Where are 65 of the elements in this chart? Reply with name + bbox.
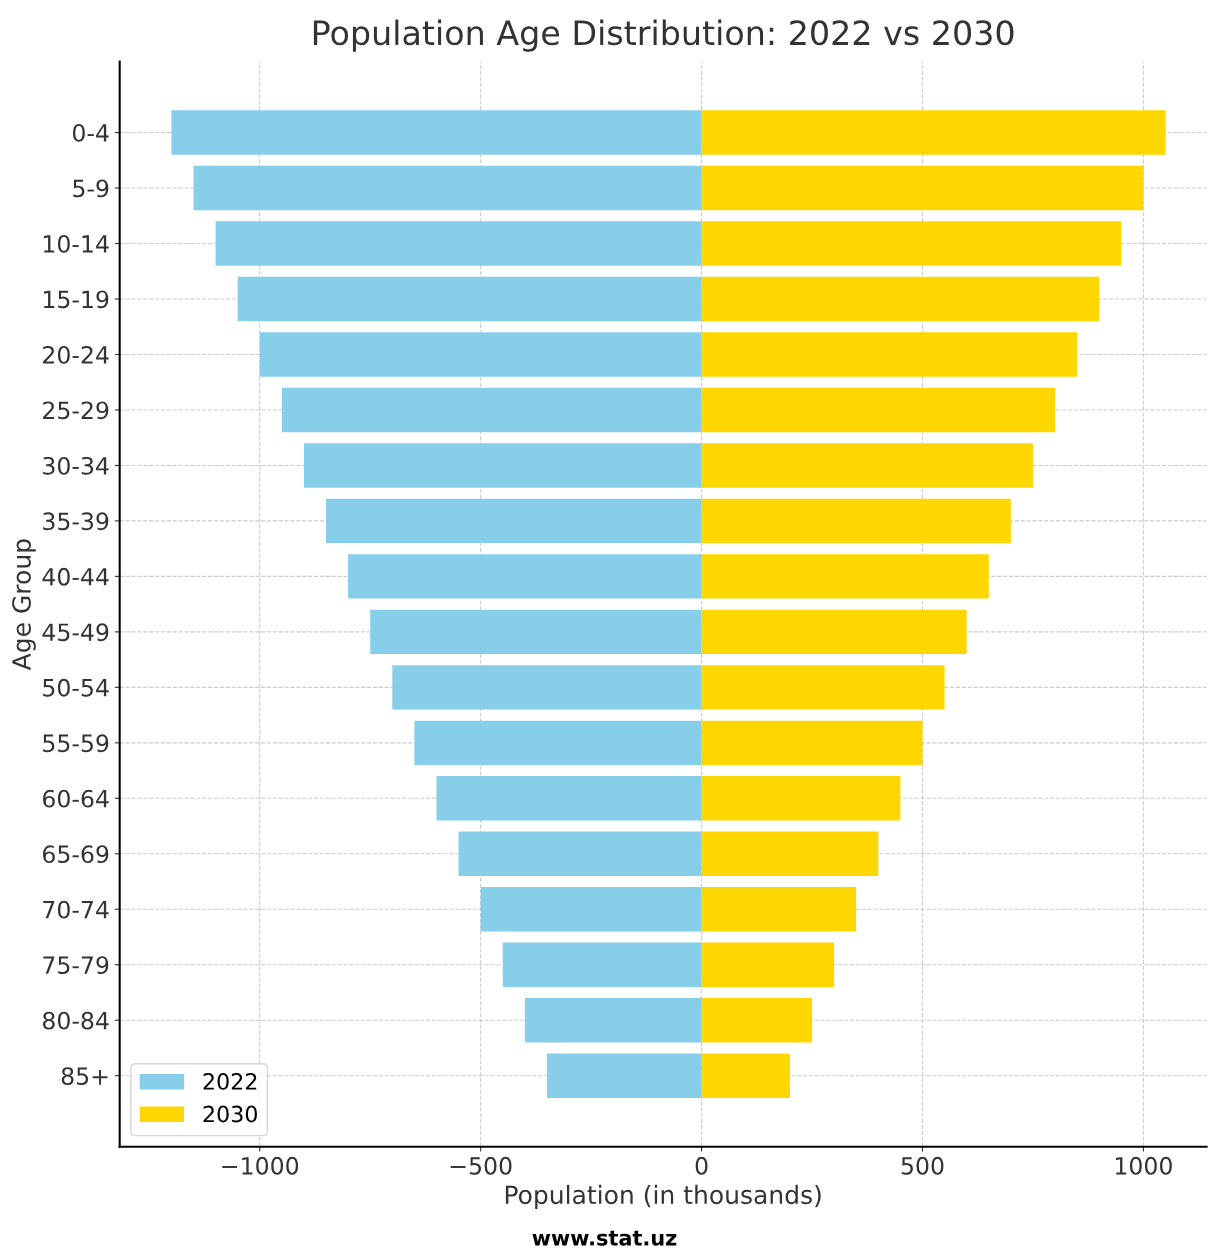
y-tick-label: 15-19: [43, 290, 109, 309]
y-tick-label: 40-44: [42, 567, 109, 586]
bar: [701, 276, 1100, 322]
y-tick-label: 0-4: [72, 124, 109, 142]
y-tick-label: 25-29: [43, 401, 109, 420]
bar: [701, 387, 1056, 433]
y-tick-label: 75-79: [43, 956, 109, 975]
bar: [259, 332, 702, 377]
bar: [458, 831, 702, 876]
y-tick-label: 65-69: [43, 845, 109, 864]
legend-label: 2030: [203, 1105, 257, 1123]
bar: [701, 776, 901, 821]
bar: [480, 887, 702, 932]
bar: [370, 609, 702, 655]
bar: [414, 720, 702, 766]
bar: [701, 942, 835, 987]
bar: [546, 1053, 702, 1098]
y-tick-label: 70-74: [43, 900, 109, 919]
bar: [281, 387, 702, 433]
chart-title: Population Age Distribution: 2022 vs 2030: [313, 19, 1014, 52]
x-tick-label: 1000: [1115, 1156, 1172, 1175]
y-tick-label: 60-64: [43, 789, 109, 808]
y-tick-label: 5-9: [73, 179, 109, 198]
y-tick-label: 35-39: [43, 512, 109, 531]
bar: [326, 498, 702, 544]
bar: [701, 165, 1144, 211]
y-tick-label: 10-14: [43, 234, 109, 253]
bar: [701, 831, 879, 876]
bar: [701, 498, 1011, 544]
x-tick-label: 0: [695, 1156, 708, 1175]
y-tick-label: 85+: [61, 1067, 108, 1086]
x-tick-label: −1000: [222, 1156, 299, 1175]
y-tick-label: 50-54: [43, 678, 109, 697]
y-tick-label: 45-49: [42, 623, 109, 642]
bar: [392, 665, 702, 710]
y-tick-label: 55-59: [43, 734, 109, 753]
legend-label: 2022: [203, 1073, 257, 1090]
x-axis-title: Population (in thousands): [505, 1184, 821, 1210]
bar: [701, 720, 923, 766]
text: www.stat.uz: [532, 1230, 677, 1246]
y-tick-label: 20-24: [43, 345, 109, 364]
y-tick-label: 30-34: [43, 456, 109, 475]
bar: [436, 776, 702, 821]
bar: [701, 443, 1033, 488]
bar: [701, 110, 1166, 155]
y-axis-title: Age Group: [12, 539, 36, 671]
bar: [701, 221, 1122, 266]
bar: [524, 998, 702, 1043]
bar: [171, 110, 702, 155]
bar: [303, 443, 702, 488]
x-tick-label: 500: [901, 1156, 944, 1175]
bar: [348, 554, 702, 599]
bar: [701, 665, 945, 710]
bar: [701, 1053, 790, 1098]
x-tick-label: −500: [450, 1156, 512, 1175]
y-tick-label: 80-84: [42, 1011, 109, 1030]
bar: [701, 332, 1078, 377]
bar: [701, 554, 989, 599]
bar: [237, 276, 702, 322]
bar: [701, 887, 857, 932]
bar: [215, 221, 702, 266]
bar: [701, 998, 813, 1043]
bar: [502, 942, 702, 987]
bar: [701, 609, 967, 655]
bar: [193, 165, 702, 211]
